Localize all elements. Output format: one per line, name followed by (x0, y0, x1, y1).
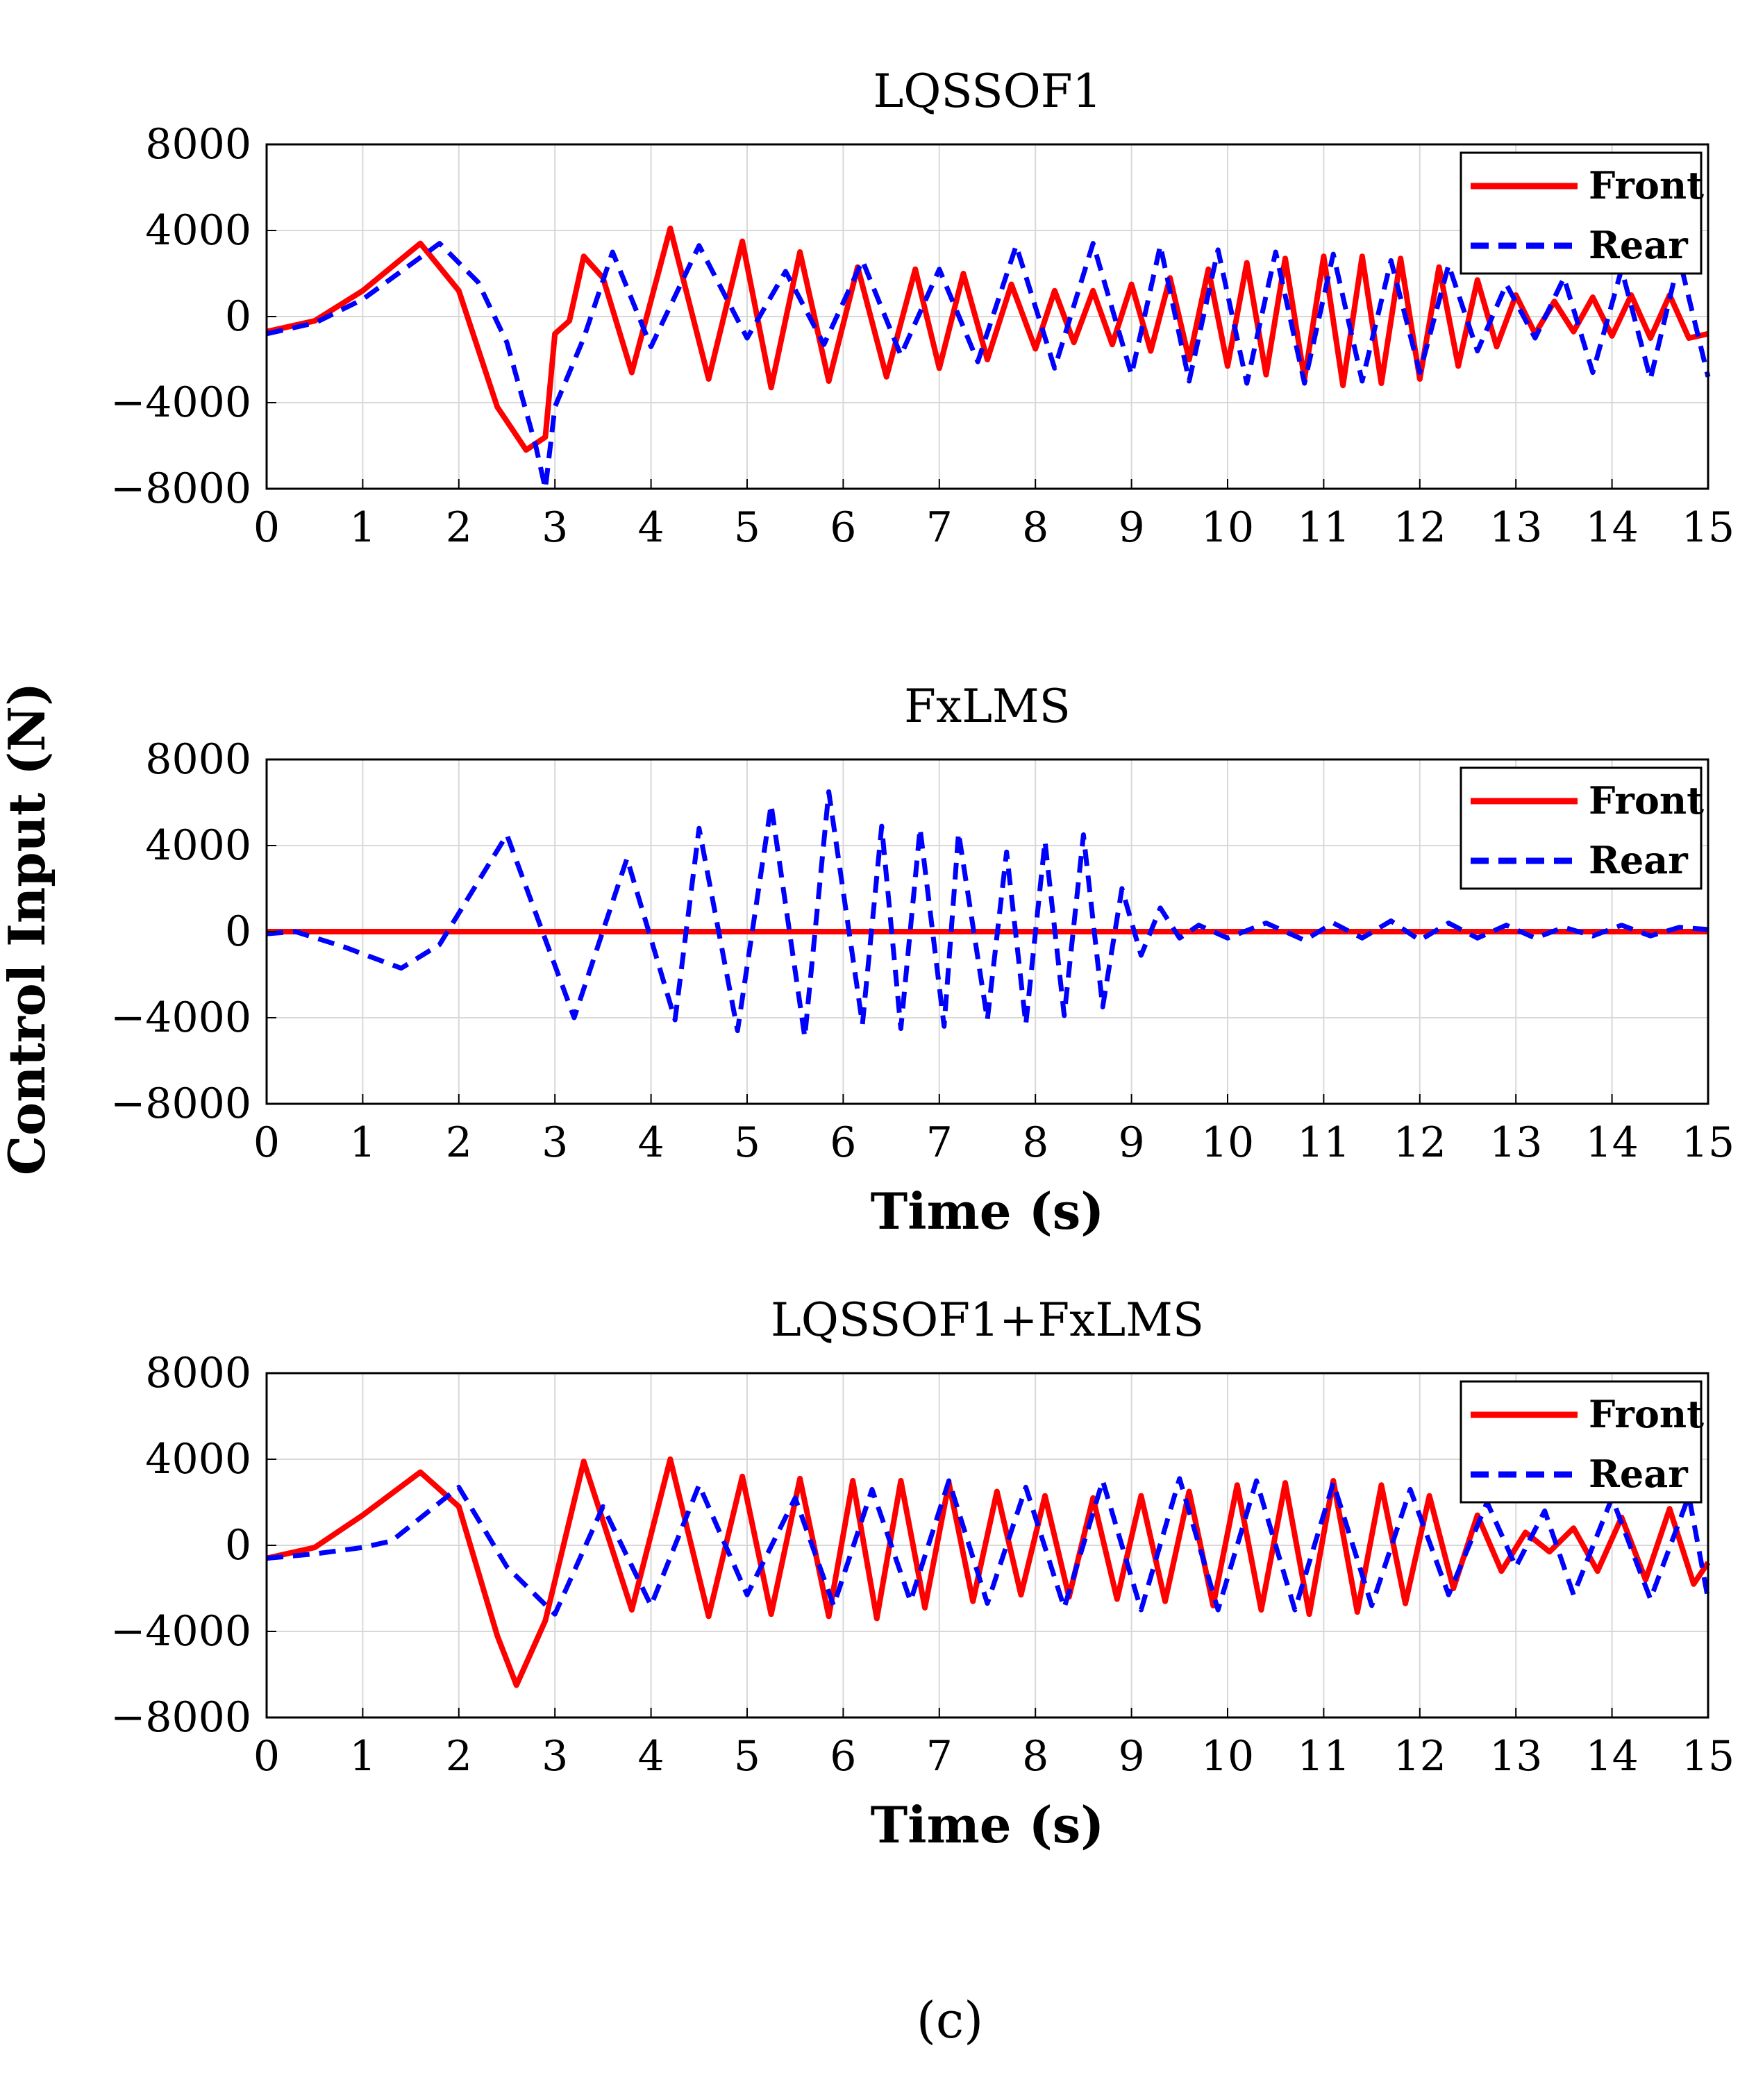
series-layer (266, 789, 1709, 1040)
x-tick-label: 2 (446, 1118, 472, 1167)
legend-front-label: Front (1589, 778, 1704, 823)
series-front-line (266, 225, 1709, 453)
legend: Front Rear (1460, 151, 1704, 275)
figure-caption: (c) (917, 1991, 984, 2049)
tick-labels: 0 1 2 3 4 5 6 7 8 9 10 11 12 13 14 15800040000−4000−800… (110, 120, 1734, 552)
legend-front-label: Front (1589, 163, 1704, 208)
x-tick-label: 13 (1489, 1732, 1542, 1781)
x-axis-label: Time (s) (871, 1795, 1105, 1854)
panel-fxlms: FxLMS 0 1 2 3 4 5 6 7 8 9 10 11 12 13 14 15800040000−40… (110, 680, 1734, 1241)
panel-title: FxLMS (904, 680, 1071, 733)
y-tick-label: 4000 (145, 821, 251, 870)
x-tick-label: 4 (638, 1732, 664, 1781)
panel-lqssof1-fxlms: LQSSOF1+FxLMS 0 1 2 3 4 5 6 7 8 9 10 11 12 13 14 158000… (110, 1293, 1734, 1854)
y-tick-label: 0 (225, 292, 251, 341)
legend: Front Rear (1460, 1380, 1704, 1504)
y-tick-label: 4000 (145, 206, 251, 255)
y-axis-label: Control Input (N) (0, 682, 56, 1175)
x-tick-label: 5 (734, 1118, 760, 1167)
x-tick-label: 2 (446, 1732, 472, 1781)
y-tick-label: −8000 (110, 1080, 251, 1128)
x-tick-label: 6 (830, 503, 856, 552)
legend: Front Rear (1460, 766, 1704, 890)
x-tick-label: 10 (1201, 503, 1254, 552)
x-tick-label: 11 (1297, 503, 1350, 552)
x-tick-label: 3 (542, 1732, 568, 1781)
x-tick-label: 15 (1682, 1732, 1734, 1781)
x-tick-label: 8 (1022, 1732, 1048, 1781)
x-tick-label: 0 (253, 503, 280, 552)
x-tick-label: 8 (1022, 503, 1048, 552)
legend-box (1460, 1380, 1703, 1504)
x-tick-label: 9 (1119, 1118, 1145, 1167)
x-tick-label: 6 (830, 1732, 856, 1781)
series-layer (266, 1456, 1711, 1688)
x-tick-label: 14 (1585, 1118, 1638, 1167)
y-tick-label: 8000 (145, 120, 251, 169)
x-tick-label: 0 (253, 1118, 280, 1167)
y-tick-label: 8000 (145, 735, 251, 784)
panel-title: LQSSOF1+FxLMS (771, 1293, 1204, 1347)
x-tick-label: 7 (926, 503, 953, 552)
x-tick-label: 14 (1585, 1732, 1638, 1781)
y-tick-label: 0 (225, 907, 251, 956)
legend-rear-label: Rear (1589, 1452, 1688, 1496)
x-tick-label: 5 (734, 503, 760, 552)
x-tick-label: 1 (349, 1732, 376, 1781)
legend-front-label: Front (1589, 1392, 1704, 1436)
x-axis-label: Time (s) (871, 1182, 1105, 1241)
x-tick-label: 11 (1297, 1732, 1350, 1781)
tick-labels: 0 1 2 3 4 5 6 7 8 9 10 11 12 13 14 15800040000−4000−800… (110, 1349, 1734, 1781)
x-tick-label: 5 (734, 1732, 760, 1781)
x-tick-label: 4 (638, 1118, 664, 1167)
x-tick-label: 10 (1201, 1732, 1254, 1781)
x-tick-label: 6 (830, 1118, 856, 1167)
y-tick-label: 0 (225, 1521, 251, 1570)
panel-title: LQSSOF1 (873, 65, 1101, 118)
legend-rear-label: Rear (1589, 223, 1688, 267)
x-tick-label: 7 (926, 1118, 953, 1167)
y-tick-label: 8000 (145, 1349, 251, 1397)
x-tick-label: 8 (1022, 1118, 1048, 1167)
x-tick-label: 10 (1201, 1118, 1254, 1167)
x-tick-label: 11 (1297, 1118, 1350, 1167)
x-tick-label: 13 (1489, 503, 1542, 552)
x-tick-label: 1 (349, 1118, 376, 1167)
x-tick-label: 3 (542, 503, 568, 552)
panel-lqssof1: LQSSOF1 0 1 2 3 4 5 6 7 8 9 10 11 12 13 14 15800040000−… (110, 65, 1734, 552)
x-tick-label: 12 (1394, 1732, 1446, 1781)
series-rear-line (266, 241, 1711, 492)
y-tick-label: 4000 (145, 1435, 251, 1484)
x-tick-label: 15 (1682, 1118, 1734, 1167)
y-tick-label: −4000 (110, 378, 251, 427)
x-tick-label: 13 (1489, 1118, 1542, 1167)
x-tick-label: 7 (926, 1732, 953, 1781)
series-rear-line (266, 1476, 1711, 1617)
x-tick-label: 0 (253, 1732, 280, 1781)
x-tick-label: 12 (1394, 1118, 1446, 1167)
y-tick-label: −8000 (110, 464, 251, 513)
series-rear-line (266, 789, 1709, 1040)
x-tick-label: 1 (349, 503, 376, 552)
y-tick-label: −4000 (110, 993, 251, 1042)
legend-box (1460, 766, 1703, 890)
legend-rear-label: Rear (1589, 838, 1688, 882)
x-tick-label: 9 (1119, 1732, 1145, 1781)
legend-box (1460, 151, 1703, 275)
x-tick-label: 15 (1682, 503, 1734, 552)
x-tick-label: 3 (542, 1118, 568, 1167)
y-tick-label: −4000 (110, 1607, 251, 1656)
y-tick-label: −8000 (110, 1693, 251, 1742)
x-tick-label: 9 (1119, 503, 1145, 552)
x-tick-label: 14 (1585, 503, 1638, 552)
x-tick-label: 2 (446, 503, 472, 552)
tick-labels: 0 1 2 3 4 5 6 7 8 9 10 11 12 13 14 15800040000−4000−800… (110, 735, 1734, 1167)
x-tick-label: 4 (638, 503, 664, 552)
x-tick-label: 12 (1394, 503, 1446, 552)
series-layer (266, 225, 1711, 492)
